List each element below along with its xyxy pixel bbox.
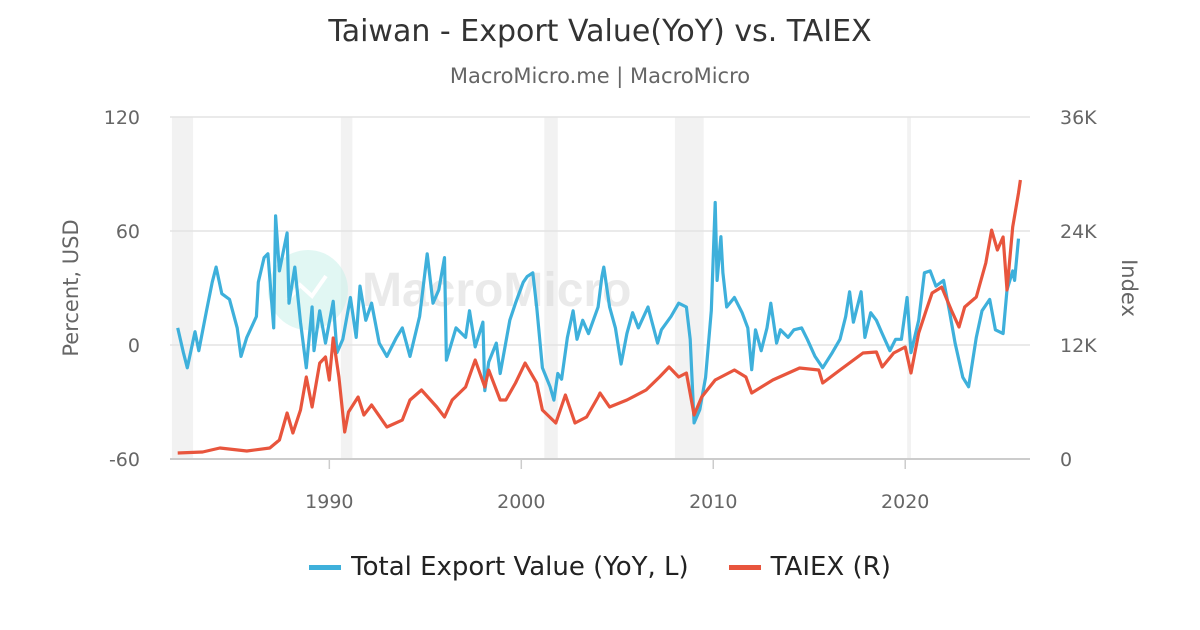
right-tick-label: 36K [1060,107,1097,129]
right-axis-label: Index [1117,259,1141,317]
legend-swatch-taiex [728,564,761,570]
recession-band [171,117,194,459]
x-tick-label: 2010 [689,491,737,513]
watermark-text: MacroMicro [362,264,631,317]
left-tick-label: 0 [128,335,140,357]
export-yoy-line [176,200,1021,425]
x-tick-label: 1990 [305,491,353,513]
x-tick-label: 2000 [497,491,545,513]
legend-label-export: Total Export Value (YoY, L) [351,552,689,582]
left-tick-label: -60 [109,449,140,471]
legend: Total Export Value (YoY, L) TAIEX (R) [0,552,1200,582]
right-tick-label: 12K [1060,335,1097,357]
watermark-trend-icon [286,274,328,302]
taiex-line [177,179,1022,455]
chart-subtitle: MacroMicro.me | MacroMicro [449,64,751,88]
legend-item-taiex[interactable]: TAIEX (R) [728,552,891,582]
right-tick-label: 24K [1060,221,1097,243]
legend-swatch-export [309,564,342,570]
chart-title: Taiwan - Export Value(YoY) vs. TAIEX [328,14,872,49]
left-tick-label: 120 [104,107,140,129]
legend-label-taiex: TAIEX (R) [770,552,891,582]
x-tick-label: 2020 [881,491,929,513]
left-axis-label: Percent, USD [59,219,83,356]
recession-band [544,117,558,459]
left-tick-label: 60 [116,221,140,243]
recession-band [907,117,911,459]
legend-item-export[interactable]: Total Export Value (YoY, L) [309,552,689,582]
right-tick-label: 0 [1060,449,1072,471]
